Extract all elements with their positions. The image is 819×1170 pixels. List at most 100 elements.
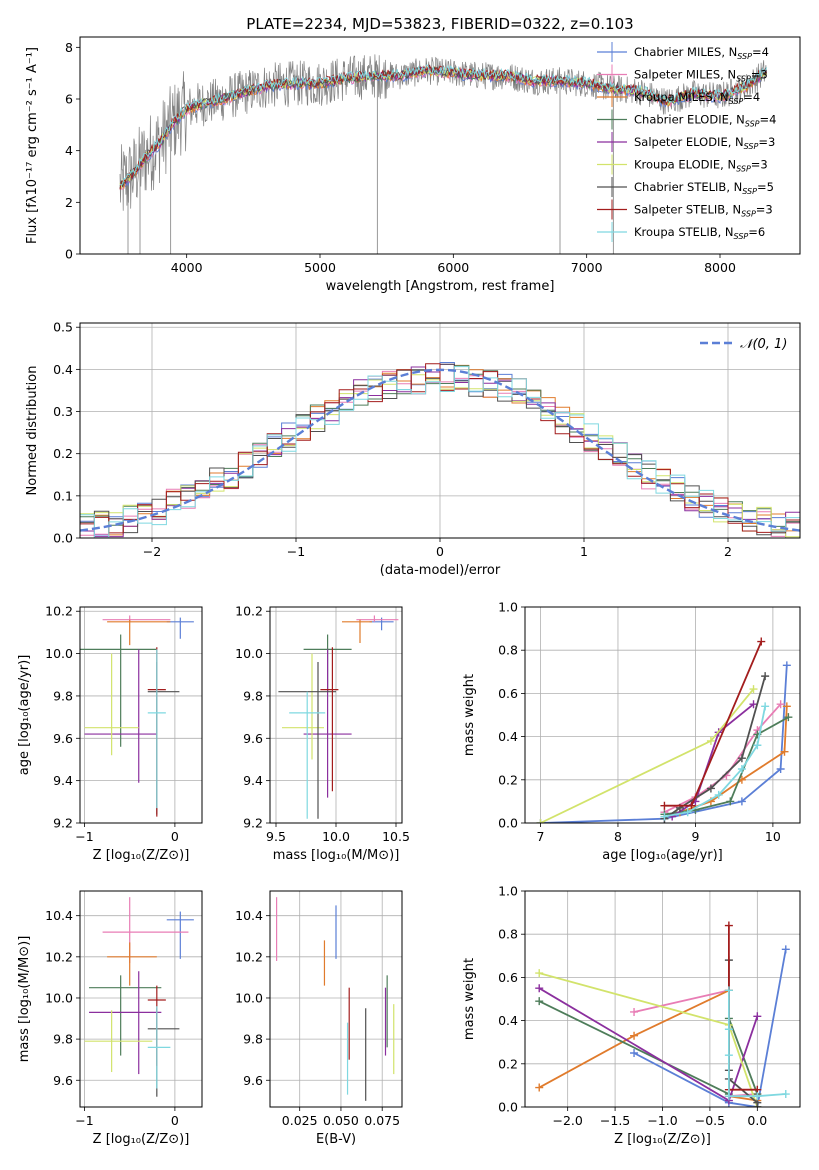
mass-weight-marker: [753, 1103, 762, 1107]
mass-weight-marker: [757, 637, 766, 646]
mass-weight-marker: [737, 797, 746, 806]
mass-weight-marker: [737, 754, 746, 763]
massweight-vs-Z-xtick-label: 0.0: [747, 1113, 767, 1128]
massweight-vs-Z-xtick-label: −1.0: [647, 1113, 677, 1128]
spectrum-xtick-label: 8000: [704, 260, 736, 275]
mass-vs-ebv-plot-area: [270, 891, 402, 1107]
age-vs-mass-ytick-label: 10.2: [235, 604, 263, 619]
mass-weight-line: [633, 949, 787, 1107]
age-vs-mass-xtick-label: 10.5: [382, 829, 410, 844]
mass-vs-Z-ytick-label: 10.0: [45, 990, 73, 1005]
massweight-vs-age-ytick-label: 0.6: [498, 686, 518, 701]
spectrum-plot-area: [119, 54, 768, 254]
mass-vs-Z-frame: [79, 890, 203, 1108]
age-vs-Z-xlabel: Z [log₁₀(Z/Z⊙)]: [93, 848, 190, 863]
mass-weight-marker: [724, 1051, 733, 1060]
age-vs-mass-frame: [269, 606, 403, 824]
age-vs-mass-ytick-label: 9.2: [243, 816, 263, 831]
spectrum-xtick-label: 7000: [571, 260, 603, 275]
mass-weight-line: [664, 641, 763, 807]
massweight-vs-Z-ylabel: mass weight: [462, 958, 477, 1040]
residual-hist-plot-area: [80, 323, 800, 538]
spectrum-frame: [79, 36, 801, 255]
age-vs-mass-ytick-label: 9.8: [243, 688, 263, 703]
legend-label: Salpeter MILES, NSSP=3: [634, 68, 768, 84]
mass-weight-marker: [726, 797, 735, 806]
mass-weight-line: [664, 706, 766, 818]
mass-weight-marker: [761, 672, 770, 681]
mass-weight-line: [664, 716, 789, 816]
massweight-vs-Z-xlabel: Z [log₁₀(Z/Z⊙)]: [614, 1132, 711, 1147]
massweight-vs-Z-frame: [524, 890, 801, 1108]
mass-vs-Z-xtick-label: −1: [75, 1113, 93, 1128]
mass-weight-marker: [749, 700, 758, 709]
age-vs-Z-ytick-label: 9.2: [53, 816, 73, 831]
mass-weight-marker: [753, 741, 762, 750]
mass-weight-marker: [737, 765, 746, 773]
legend-gaussian-label: 𝒩(0, 1): [740, 337, 787, 352]
mass-weight-marker: [660, 812, 669, 821]
massweight-vs-age-ytick-label: 0.8: [498, 643, 518, 658]
legend-label: Chabrier MILES, NSSP=4: [634, 45, 769, 61]
massweight-vs-age-plot-area: [525, 607, 800, 823]
mass-weight-marker: [753, 1092, 762, 1101]
legend-label: Salpeter ELODIE, NSSP=3: [634, 135, 775, 151]
age-vs-Z-plot-area: [80, 607, 202, 823]
massweight-vs-Z-xtick-label: −0.5: [695, 1113, 725, 1128]
massweight-vs-age-xtick-label: 10: [765, 829, 781, 844]
mass-vs-ebv-ytick-label: 10.2: [235, 949, 263, 964]
massweight-vs-age-ytick-label: 0.0: [498, 816, 518, 831]
massweight-vs-Z-ytick-label: 0.4: [498, 1013, 518, 1028]
mass-weight-marker: [724, 1092, 733, 1101]
massweight-vs-Z-ytick-label: 1.0: [498, 884, 518, 899]
mass-weight-marker: [536, 819, 545, 823]
mass-weight-line: [538, 987, 759, 1102]
histogram-step: [80, 363, 800, 534]
spectrum-model-line: [119, 64, 768, 186]
massweight-vs-age-xtick-label: 8: [614, 829, 622, 844]
massweight-vs-Z-xtick-label: −1.5: [600, 1113, 630, 1128]
age-vs-mass-xtick-label: 10.0: [322, 829, 350, 844]
mass-weight-marker: [630, 1007, 639, 1016]
residual-hist-xtick-label: −1: [287, 544, 305, 559]
massweight-vs-age-ylabel: mass weight: [462, 674, 477, 756]
mass-weight-marker: [781, 1090, 790, 1099]
mass-vs-Z-plot-area: [80, 891, 202, 1107]
mass-vs-Z-ytick-label: 10.4: [45, 908, 73, 923]
mass-weight-marker: [630, 1049, 639, 1057]
residual-hist-ytick-label: 0.2: [53, 446, 73, 461]
massweight-vs-Z-ytick-label: 0.0: [498, 1100, 518, 1115]
mass-vs-Z-xtick-label: 0: [171, 1113, 179, 1128]
mass-vs-ebv-ytick-label: 9.6: [243, 1073, 263, 1088]
spectrum-ytick-label: 6: [65, 92, 73, 107]
age-vs-Z-xtick-label: −1: [75, 829, 93, 844]
mass-weight-marker: [753, 1012, 762, 1021]
mass-weight-marker: [782, 702, 791, 711]
residual-hist-frame: [79, 322, 801, 539]
mass-vs-ebv-xtick-label: 0.025: [282, 1113, 318, 1128]
massweight-vs-age-frame: [524, 606, 801, 824]
gaussian-curve: [80, 368, 800, 532]
mass-weight-marker: [535, 997, 544, 1006]
mass-vs-Z-ylabel: mass [log₁₀(M/M⊙)]: [17, 936, 32, 1063]
spectrum-xlabel: wavelength [Angstrom, rest frame]: [326, 279, 555, 294]
age-vs-mass-ytick-label: 10.0: [235, 646, 263, 661]
residual-hist-xtick-label: 2: [724, 544, 732, 559]
mass-weight-marker: [724, 986, 733, 995]
mass-weight-marker: [776, 765, 785, 773]
mass-weight-marker: [724, 921, 733, 930]
age-vs-mass-ytick-label: 9.4: [243, 773, 263, 788]
mass-weight-marker: [683, 808, 692, 817]
mass-weight-line: [538, 1000, 759, 1096]
legend-label: Kroupa ELODIE, NSSP=3: [634, 158, 768, 174]
age-vs-mass-ytick-label: 9.6: [243, 731, 263, 746]
massweight-vs-age-xlabel: age [log₁₀(age/yr)]: [602, 848, 723, 863]
mass-weight-marker: [784, 713, 793, 722]
mass-vs-Z-ytick-label: 9.6: [53, 1073, 73, 1088]
residual-hist-ylabel: Normed distribution: [25, 366, 40, 496]
age-vs-Z-ytick-label: 10.0: [45, 646, 73, 661]
mass-weight-marker: [749, 685, 758, 694]
mass-weight-marker: [687, 801, 696, 810]
massweight-vs-Z-xtick-label: −2.0: [552, 1113, 582, 1128]
